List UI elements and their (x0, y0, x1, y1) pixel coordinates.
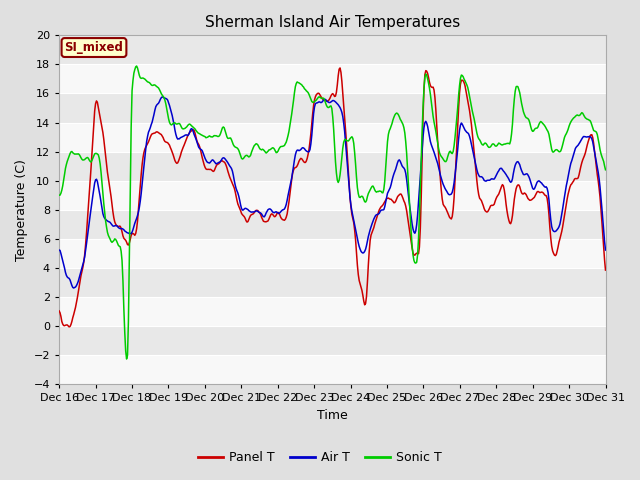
Bar (59, 36, 605, 64)
Bar (59, 268, 605, 297)
Title: Sherman Island Air Temperatures: Sherman Island Air Temperatures (205, 15, 460, 30)
Bar (59, 122, 605, 152)
X-axis label: Time: Time (317, 409, 348, 422)
Bar (59, 355, 605, 384)
Bar (59, 239, 605, 268)
Bar (59, 94, 605, 122)
Bar (59, 210, 605, 239)
Legend: Panel T, Air T, Sonic T: Panel T, Air T, Sonic T (193, 446, 447, 469)
Bar (59, 297, 605, 326)
Bar (59, 326, 605, 355)
Text: SI_mixed: SI_mixed (65, 41, 124, 54)
Y-axis label: Temperature (C): Temperature (C) (15, 159, 28, 261)
Bar (59, 152, 605, 180)
Bar (59, 64, 605, 94)
Bar (59, 180, 605, 210)
